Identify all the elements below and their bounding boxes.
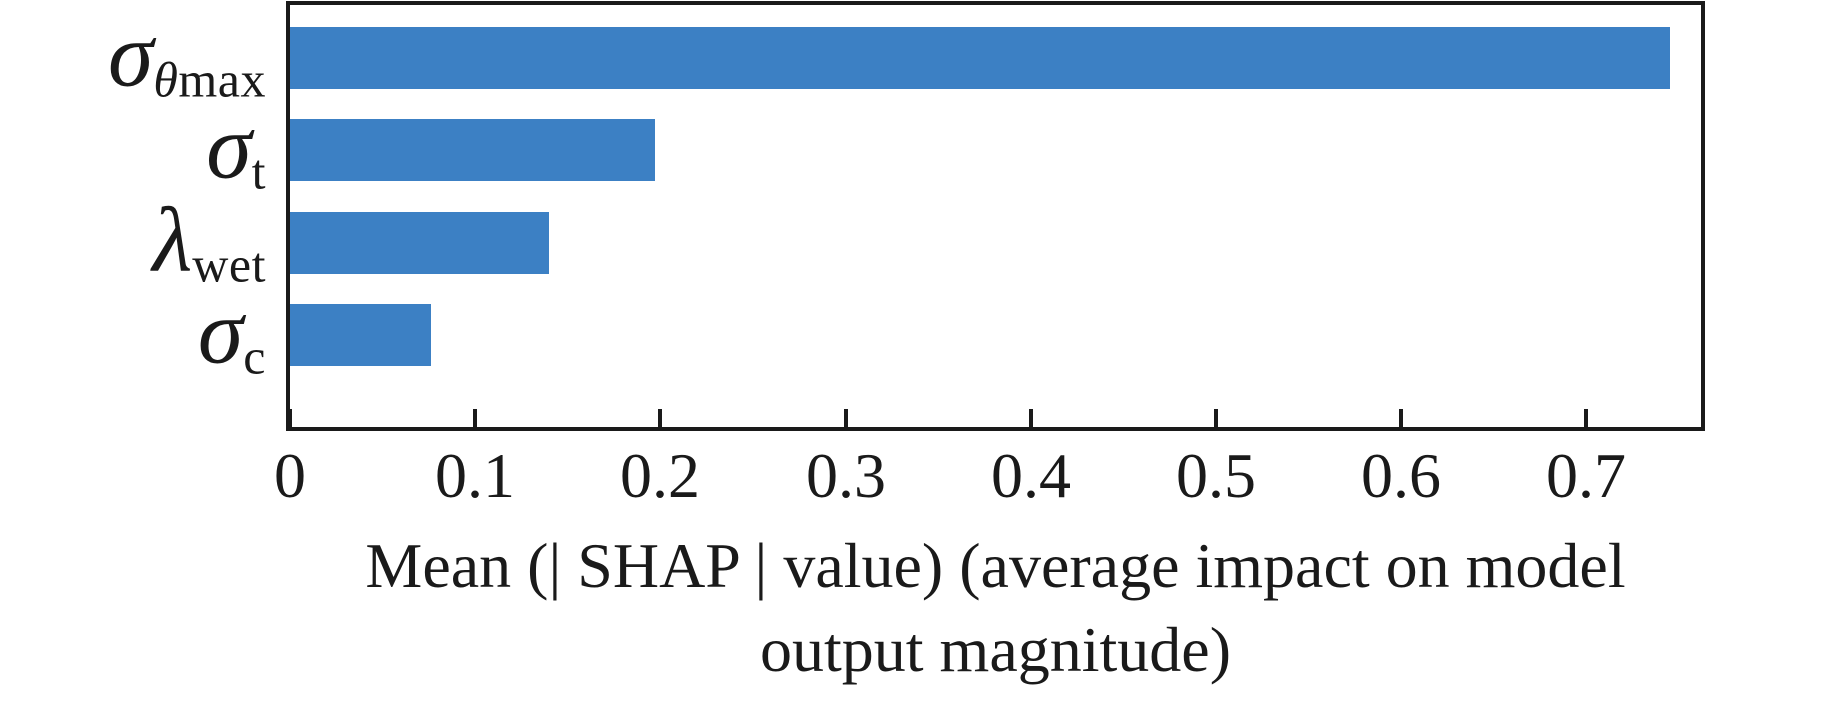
x-tick-0.7 xyxy=(1584,409,1588,427)
x-tick-0.5 xyxy=(1214,409,1218,427)
x-tick-label-0.6: 0.6 xyxy=(1361,440,1441,511)
y-label-subscript-part: max xyxy=(178,51,266,108)
x-tick-0 xyxy=(288,409,292,427)
y-label-subscript-part: wet xyxy=(192,236,266,293)
x-axis-title-line1: Mean (| SHAP | value) (average impact on… xyxy=(365,530,1626,601)
x-tick-0.4 xyxy=(1029,409,1033,427)
y-label-subscript-part: t xyxy=(251,143,266,200)
bar-σ_c xyxy=(290,304,431,366)
x-axis-title-line2: output magnitude) xyxy=(759,614,1232,685)
x-axis-title: Mean (| SHAP | value) (average impact on… xyxy=(286,524,1705,692)
x-tick-label-0.1: 0.1 xyxy=(435,440,515,511)
x-tick-0.6 xyxy=(1399,409,1403,427)
bar-λ_wet xyxy=(290,212,549,274)
y-label-symbol: σ xyxy=(197,280,244,383)
y-label-subscript: c xyxy=(243,328,266,384)
y-label-λ_wet: λwet xyxy=(152,193,266,289)
y-label-subscript-part: c xyxy=(243,328,266,385)
y-label-subscript: θmax xyxy=(153,51,266,107)
y-label-subscript: wet xyxy=(192,236,266,292)
bar-σ_θmax xyxy=(290,27,1670,89)
x-tick-label-0.7: 0.7 xyxy=(1546,440,1626,511)
y-label-σ_t: σt xyxy=(206,100,266,196)
x-tick-label-0.5: 0.5 xyxy=(1176,440,1256,511)
y-label-symbol: σ xyxy=(206,95,252,198)
x-tick-label-0: 0 xyxy=(274,440,306,511)
x-tick-label-0.2: 0.2 xyxy=(620,440,700,511)
y-label-subscript-part: θ xyxy=(153,51,179,108)
x-tick-0.2 xyxy=(658,409,662,427)
x-tick-0.3 xyxy=(844,409,848,427)
x-tick-label-0.4: 0.4 xyxy=(991,440,1071,511)
y-label-symbol: λ xyxy=(152,188,193,291)
y-label-subscript: t xyxy=(252,143,266,199)
x-tick-0.1 xyxy=(473,409,477,427)
plot-area xyxy=(286,1,1705,431)
y-label-symbol: σ xyxy=(107,3,154,106)
bar-σ_t xyxy=(290,119,655,181)
y-label-σ_c: σc xyxy=(198,285,266,381)
x-tick-label-0.3: 0.3 xyxy=(806,440,886,511)
y-label-σ_θmax: σθmax xyxy=(108,8,266,104)
